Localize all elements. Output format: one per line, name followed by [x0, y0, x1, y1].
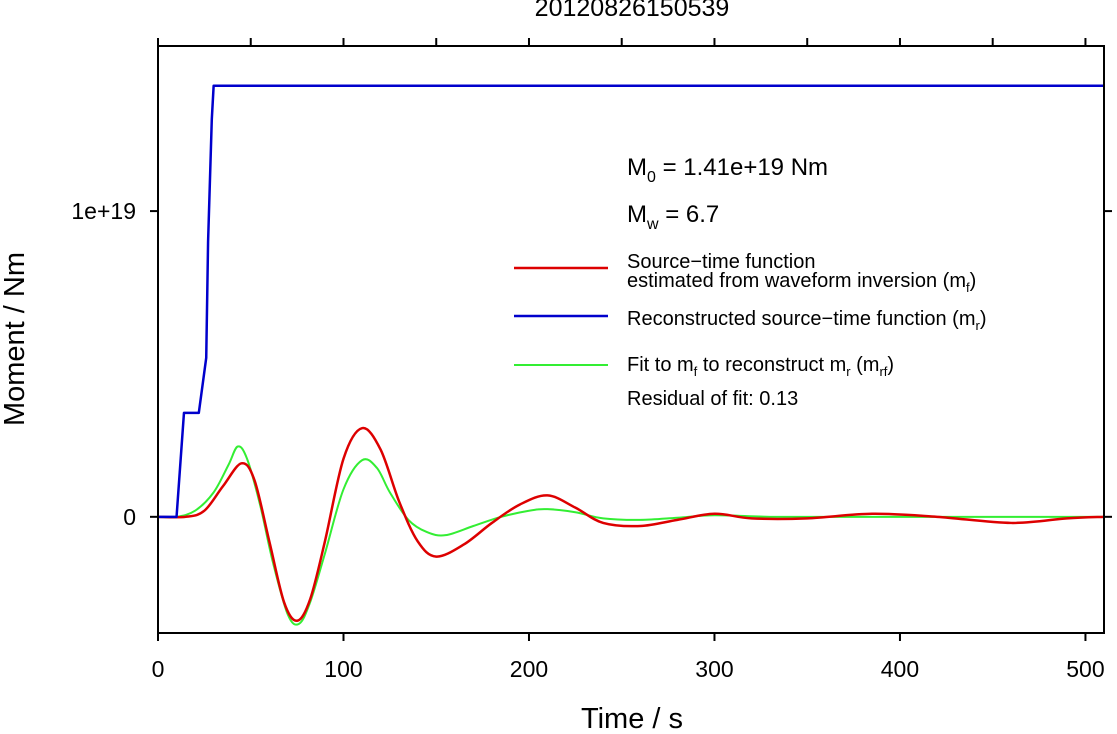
legend-label-source-time-function-line2: estimated from waveform inversion (mf) — [627, 270, 976, 295]
x-tick-label: 200 — [510, 656, 548, 682]
axis-ticks: 0 100 200 300 400 500 0 1e+19 — [71, 38, 1112, 682]
legend: Source−time function estimated from wave… — [514, 251, 987, 410]
series-reconstructed-stf — [158, 84, 1104, 519]
plot-frame — [157, 45, 1105, 634]
x-tick-label: 300 — [695, 656, 733, 682]
y-tick-label: 0 — [123, 504, 136, 530]
moment-magnitude-annotation: Mw = 6.7 — [627, 201, 719, 233]
legend-label-source-time-function: Source−time function — [627, 251, 815, 273]
legend-label-reconstructed: Reconstructed source−time function (mr) — [627, 308, 987, 333]
series-layer — [157, 84, 1105, 626]
series-fit — [157, 445, 1104, 626]
x-tick-label: 100 — [324, 656, 362, 682]
residual-annotation: Residual of fit: 0.13 — [627, 388, 798, 410]
chart-title: 20120826150539 — [535, 0, 730, 22]
y-tick-label: 1e+19 — [71, 198, 136, 224]
x-tick-label: 0 — [152, 656, 165, 682]
seismic-moment-annotation: M0 = 1.41e+19 Nm — [627, 154, 828, 186]
series-estimated-stf — [157, 426, 1105, 623]
x-axis-label: Time / s — [581, 703, 683, 734]
y-axis-label: Moment / Nm — [0, 252, 31, 426]
legend-label-fit: Fit to mf to reconstruct mr (mrf) — [627, 354, 894, 379]
x-tick-label: 500 — [1066, 656, 1104, 682]
x-tick-label: 400 — [881, 656, 919, 682]
